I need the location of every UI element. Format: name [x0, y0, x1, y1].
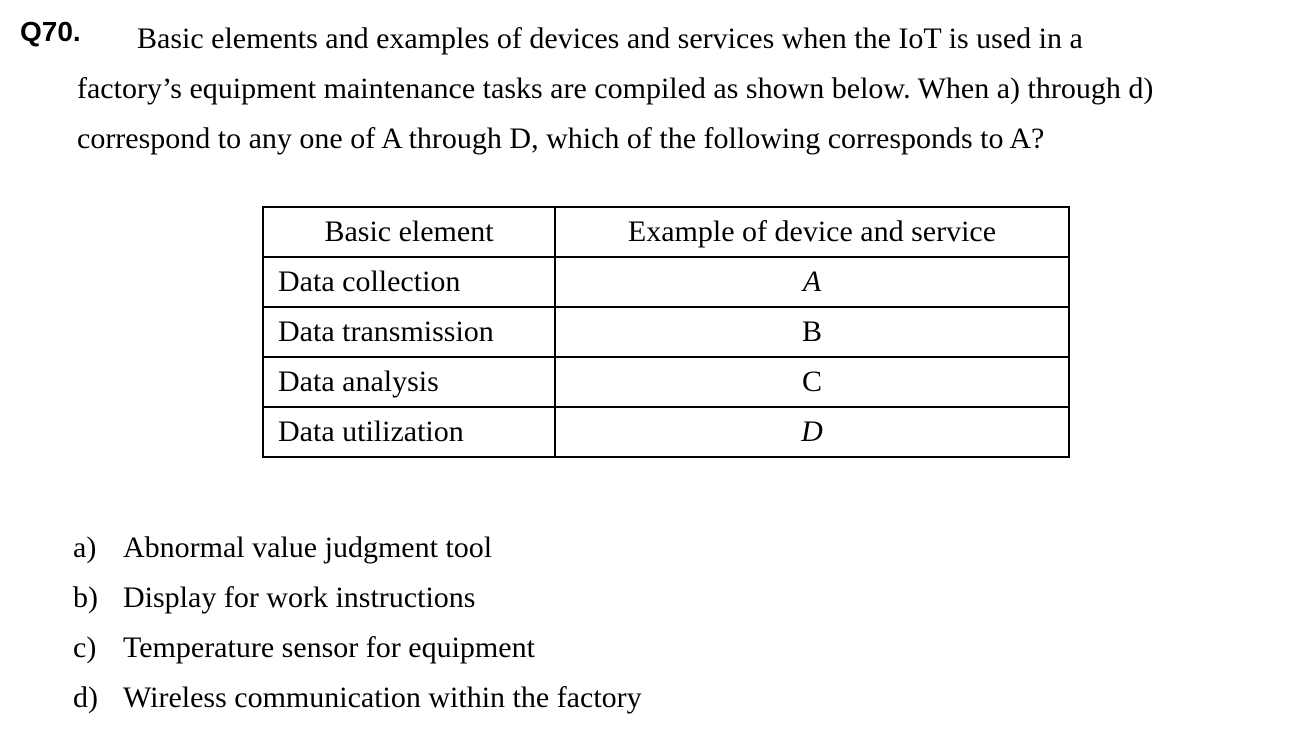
- question-number: Q70.: [20, 16, 81, 47]
- table-row: Data transmission B: [262, 306, 1070, 358]
- table-row: Data utilization D: [262, 406, 1070, 458]
- option-b: b) Display for work instructions: [73, 581, 476, 614]
- table-header: Basic element Example of device and servi…: [262, 206, 1070, 258]
- answer-options: a) Abnormal value judgment tool b) Display…: [73, 523, 642, 723]
- question-stem: Basic elements and examples of devices a…: [77, 22, 1154, 155]
- elements-table: Basic element Example of device and servi…: [262, 206, 1070, 458]
- option-a: a) Abnormal value judgment tool: [73, 531, 493, 564]
- table-row: Data analysis C: [262, 356, 1070, 408]
- option-c: c) Temperature sensor for equipment: [73, 631, 535, 664]
- option-d: d) Wireless communication within the fact…: [73, 681, 642, 714]
- table-row: Data collection A: [262, 256, 1070, 308]
